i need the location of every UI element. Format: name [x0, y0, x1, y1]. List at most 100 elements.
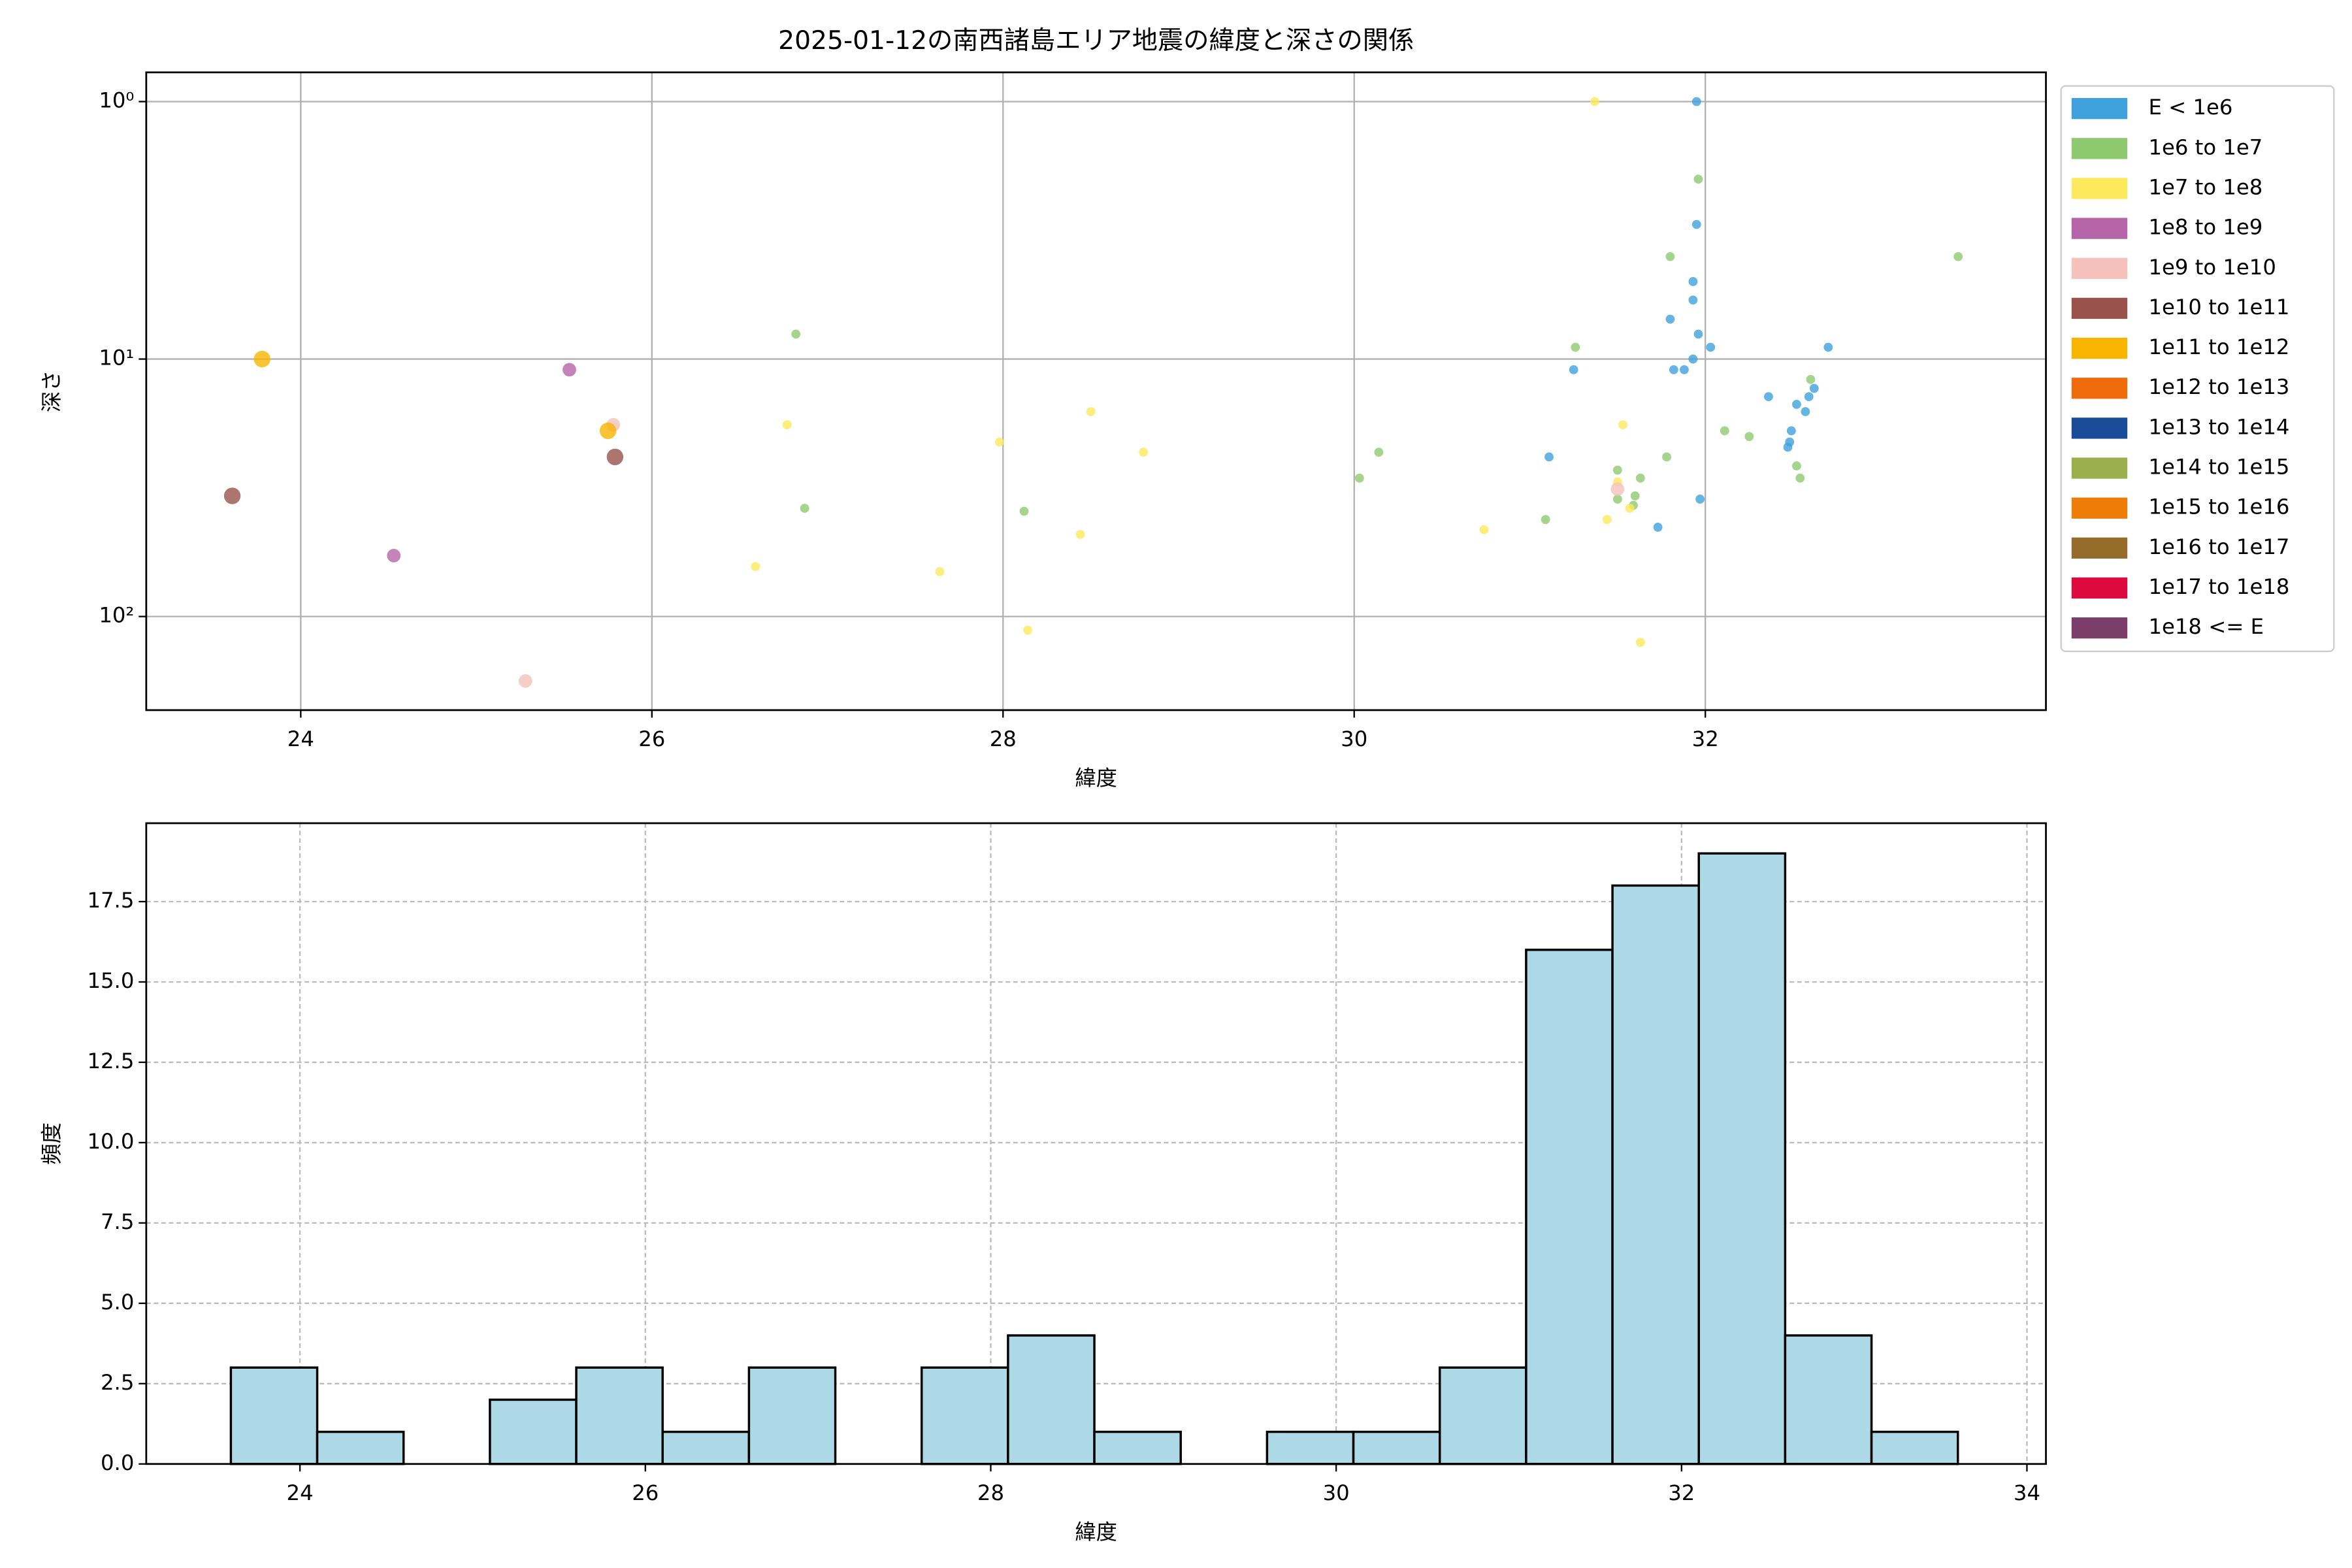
- point: [1806, 374, 1816, 384]
- plot-frame: [145, 822, 2047, 1465]
- point: [1139, 448, 1149, 457]
- y-tick-label: 10¹: [99, 346, 134, 370]
- point: [1706, 342, 1716, 352]
- y-tick-label: 5.0: [101, 1290, 134, 1315]
- y-tick-label: 17.5: [87, 888, 134, 913]
- x-tick-label: 24: [287, 1480, 314, 1505]
- point: [1635, 638, 1645, 647]
- point: [1693, 329, 1703, 339]
- point: [1625, 504, 1635, 513]
- point: [1786, 426, 1796, 436]
- legend-swatch: [2071, 378, 2128, 399]
- point: [751, 562, 760, 572]
- point: [1744, 432, 1754, 442]
- point: [1691, 220, 1701, 229]
- legend-label: 1e12 to 1e13: [2148, 374, 2289, 399]
- x-axis-label: 緯度: [1075, 1520, 1117, 1544]
- point: [1953, 252, 1963, 261]
- legend-swatch: [2071, 577, 2128, 599]
- point: [1630, 491, 1640, 500]
- point: [599, 422, 617, 440]
- y-axis-label: 頻度: [39, 1122, 64, 1165]
- point: [1662, 452, 1671, 462]
- x-tick-label: 30: [1323, 1480, 1350, 1505]
- bar: [575, 1366, 664, 1465]
- x-tick-label: 24: [287, 727, 314, 751]
- point: [935, 567, 945, 577]
- point: [791, 329, 801, 339]
- point: [1612, 495, 1622, 504]
- point: [1823, 342, 1833, 352]
- plot-frame: [145, 71, 2047, 711]
- point: [1795, 473, 1805, 483]
- legend-swatch: [2071, 497, 2128, 519]
- point: [1688, 277, 1698, 286]
- legend-label: 1e17 to 1e18: [2148, 574, 2289, 599]
- point: [1612, 465, 1622, 475]
- point: [782, 420, 792, 430]
- x-tick-label: 34: [2014, 1480, 2040, 1505]
- y-tick-label: 0.0: [101, 1450, 134, 1475]
- point: [1693, 174, 1703, 184]
- legend-label: 1e9 to 1e10: [2148, 255, 2276, 280]
- point: [1610, 482, 1625, 497]
- x-tick-label: 30: [1341, 727, 1367, 751]
- bar: [489, 1398, 578, 1465]
- point: [1086, 407, 1096, 416]
- x-axis-label: 緯度: [1075, 766, 1117, 791]
- y-tick-label: 2.5: [101, 1370, 134, 1395]
- legend-label: E < 1e6: [2148, 95, 2232, 120]
- legend-label: 1e7 to 1e8: [2148, 174, 2262, 199]
- legend-label: 1e18 <= E: [2148, 614, 2264, 639]
- legend-label: 1e13 to 1e14: [2148, 414, 2289, 439]
- point: [994, 437, 1004, 447]
- point: [800, 504, 809, 513]
- x-tick-label: 28: [990, 727, 1017, 751]
- point: [1571, 342, 1580, 352]
- x-tick-label: 32: [1692, 727, 1719, 751]
- legend-label: 1e10 to 1e11: [2148, 295, 2289, 319]
- bar: [1611, 884, 1700, 1465]
- point: [1541, 515, 1550, 525]
- bar: [229, 1366, 319, 1465]
- legend-label: 1e8 to 1e9: [2148, 215, 2262, 240]
- legend-swatch: [2071, 617, 2128, 639]
- bar: [920, 1366, 1009, 1465]
- point: [1354, 473, 1364, 483]
- legend-swatch: [2071, 417, 2128, 439]
- y-axis-label: 深さ: [39, 370, 64, 413]
- point: [518, 674, 532, 688]
- legend-label: 1e6 to 1e7: [2148, 135, 2262, 159]
- y-tick-label: 10²: [99, 603, 134, 628]
- point: [1665, 314, 1675, 324]
- point: [1569, 365, 1578, 374]
- point: [1783, 442, 1793, 452]
- point: [1792, 400, 1801, 409]
- point: [1019, 506, 1029, 516]
- point: [1669, 365, 1678, 374]
- x-tick-label: 26: [638, 727, 665, 751]
- legend-swatch: [2071, 537, 2128, 559]
- legend-swatch: [2071, 98, 2128, 120]
- bar: [1525, 949, 1614, 1465]
- legend-swatch: [2071, 457, 2128, 479]
- bar: [316, 1430, 405, 1465]
- point: [1801, 407, 1810, 416]
- bar: [1438, 1366, 1527, 1465]
- legend-box: [2060, 85, 2335, 653]
- y-tick-label: 10⁰: [99, 88, 134, 112]
- point: [1374, 448, 1384, 457]
- point: [1764, 392, 1773, 402]
- bar: [1784, 1334, 1873, 1465]
- y-tick-label: 7.5: [101, 1209, 134, 1234]
- point: [1804, 392, 1814, 402]
- point: [1665, 252, 1675, 261]
- bar: [661, 1430, 751, 1465]
- bar: [1266, 1430, 1355, 1465]
- point: [1688, 354, 1698, 364]
- point: [1590, 97, 1599, 106]
- legend-swatch: [2071, 337, 2128, 359]
- point: [1544, 452, 1554, 462]
- point: [1479, 525, 1489, 534]
